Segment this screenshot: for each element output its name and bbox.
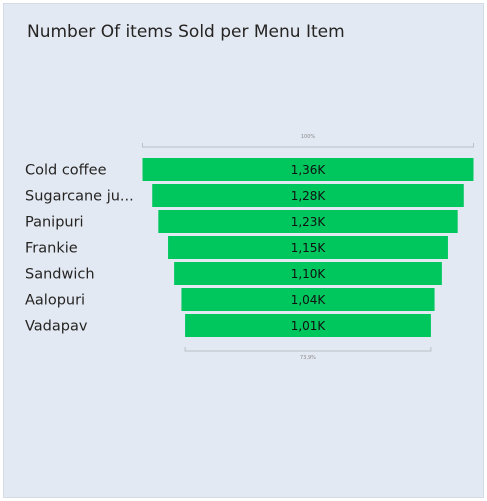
data-label: 1,15K xyxy=(291,241,327,255)
bottom-percent-label: 73,9% xyxy=(300,355,316,361)
data-label: 1,28K xyxy=(291,189,327,203)
top-percent-label: 100% xyxy=(301,134,316,140)
category-label: Sandwich xyxy=(25,267,95,283)
category-label: Cold coffee xyxy=(25,163,107,179)
top-percent-bracket xyxy=(142,143,474,148)
category-label: Panipuri xyxy=(25,215,84,231)
data-label: 1,36K xyxy=(291,163,327,177)
data-label: 1,23K xyxy=(291,215,327,229)
category-label: Aalopuri xyxy=(25,293,85,309)
category-label: Vadapav xyxy=(25,319,88,335)
funnel-bar[interactable] xyxy=(142,158,474,181)
funnel-bar[interactable] xyxy=(152,184,464,207)
category-label: Sugarcane ju... xyxy=(25,189,134,205)
funnel-bar[interactable] xyxy=(185,314,431,337)
funnel-bar[interactable] xyxy=(168,236,448,259)
funnel-bar[interactable] xyxy=(158,210,458,233)
data-label: 1,01K xyxy=(291,319,327,333)
funnel-bar[interactable] xyxy=(181,288,435,311)
data-label: 1,04K xyxy=(291,293,327,307)
chart-title: Number Of items Sold per Menu Item xyxy=(27,22,345,42)
data-label: 1,10K xyxy=(291,267,327,281)
funnel-bar[interactable] xyxy=(174,262,442,285)
category-label: Frankie xyxy=(25,241,78,257)
bottom-percent-bracket xyxy=(184,347,432,352)
